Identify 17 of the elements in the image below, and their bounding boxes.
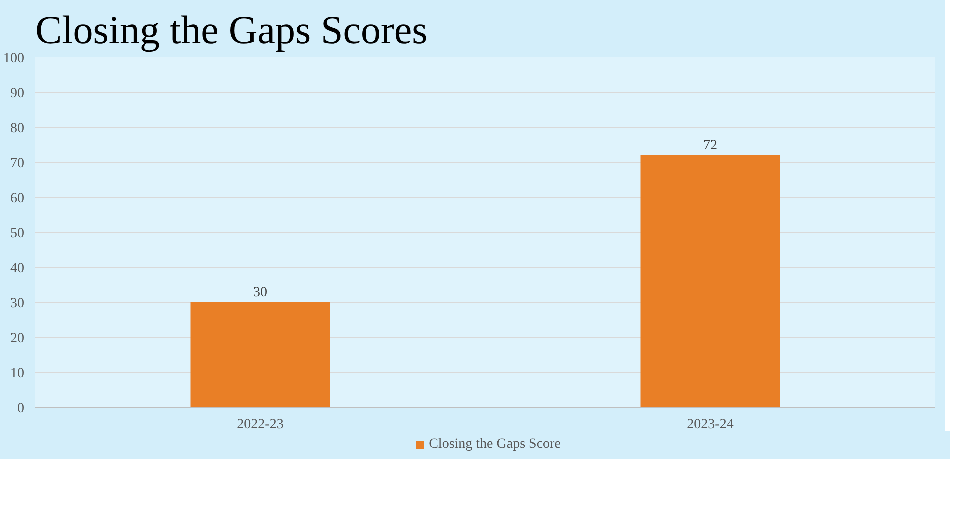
y-tick-label: 20 xyxy=(10,332,24,346)
y-tick-label: 90 xyxy=(10,86,24,102)
x-tick-label: 2023-24 xyxy=(687,418,734,432)
y-tick-label: 50 xyxy=(10,226,24,242)
y-tick-label: 40 xyxy=(10,262,24,276)
y-tick-label: 100 xyxy=(4,52,24,66)
data-label: 30 xyxy=(254,286,268,300)
y-tick-label: 70 xyxy=(10,156,24,172)
y-tick-label: 10 xyxy=(10,366,24,382)
x-tick-label: 2022-23 xyxy=(237,418,284,432)
y-tick-label: 0 xyxy=(18,402,24,416)
y-tick-label: 60 xyxy=(10,192,24,206)
data-label: 72 xyxy=(704,138,718,154)
chart-title: Closing the Gaps Scores xyxy=(36,8,428,52)
y-tick-label: 80 xyxy=(10,122,24,136)
legend-label: Closing the Gaps Score xyxy=(429,437,561,453)
y-tick-label: 30 xyxy=(10,296,24,312)
